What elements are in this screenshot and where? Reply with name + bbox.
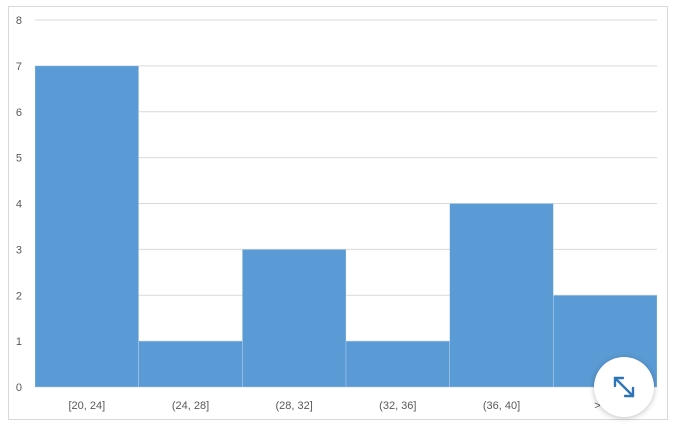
bars (34, 65, 658, 388)
y-tick-label: 4 (16, 199, 22, 211)
x-axis-ticks: [20, 24] (24, 28] (28, 32] (32, 36] (36, 40]… (68, 400, 616, 412)
y-axis-ticks: 0 1 2 3 4 5 6 7 8 (16, 15, 22, 394)
y-tick-label: 8 (16, 15, 22, 27)
x-tick-label: [20, 24] (68, 400, 105, 412)
y-tick-label: 0 (16, 382, 22, 394)
bar-2 (242, 249, 347, 388)
expand-arrows-icon (613, 376, 635, 398)
bar-3 (345, 340, 450, 388)
y-tick-label: 6 (16, 107, 22, 119)
y-tick-label: 3 (16, 244, 22, 256)
y-tick-label: 2 (16, 290, 22, 302)
x-tick-label: (28, 32] (276, 400, 313, 412)
x-tick-label: (32, 36] (379, 400, 416, 412)
y-tick-label: 7 (16, 61, 22, 73)
bar-4 (449, 203, 554, 388)
x-tick-label: (24, 28] (172, 400, 209, 412)
y-tick-label: 5 (16, 153, 22, 165)
expand-chart-button[interactable] (594, 357, 654, 417)
bar-0 (34, 65, 139, 388)
bar-1 (138, 340, 243, 388)
x-tick-label: (36, 40] (483, 400, 520, 412)
y-tick-label: 1 (16, 336, 22, 348)
